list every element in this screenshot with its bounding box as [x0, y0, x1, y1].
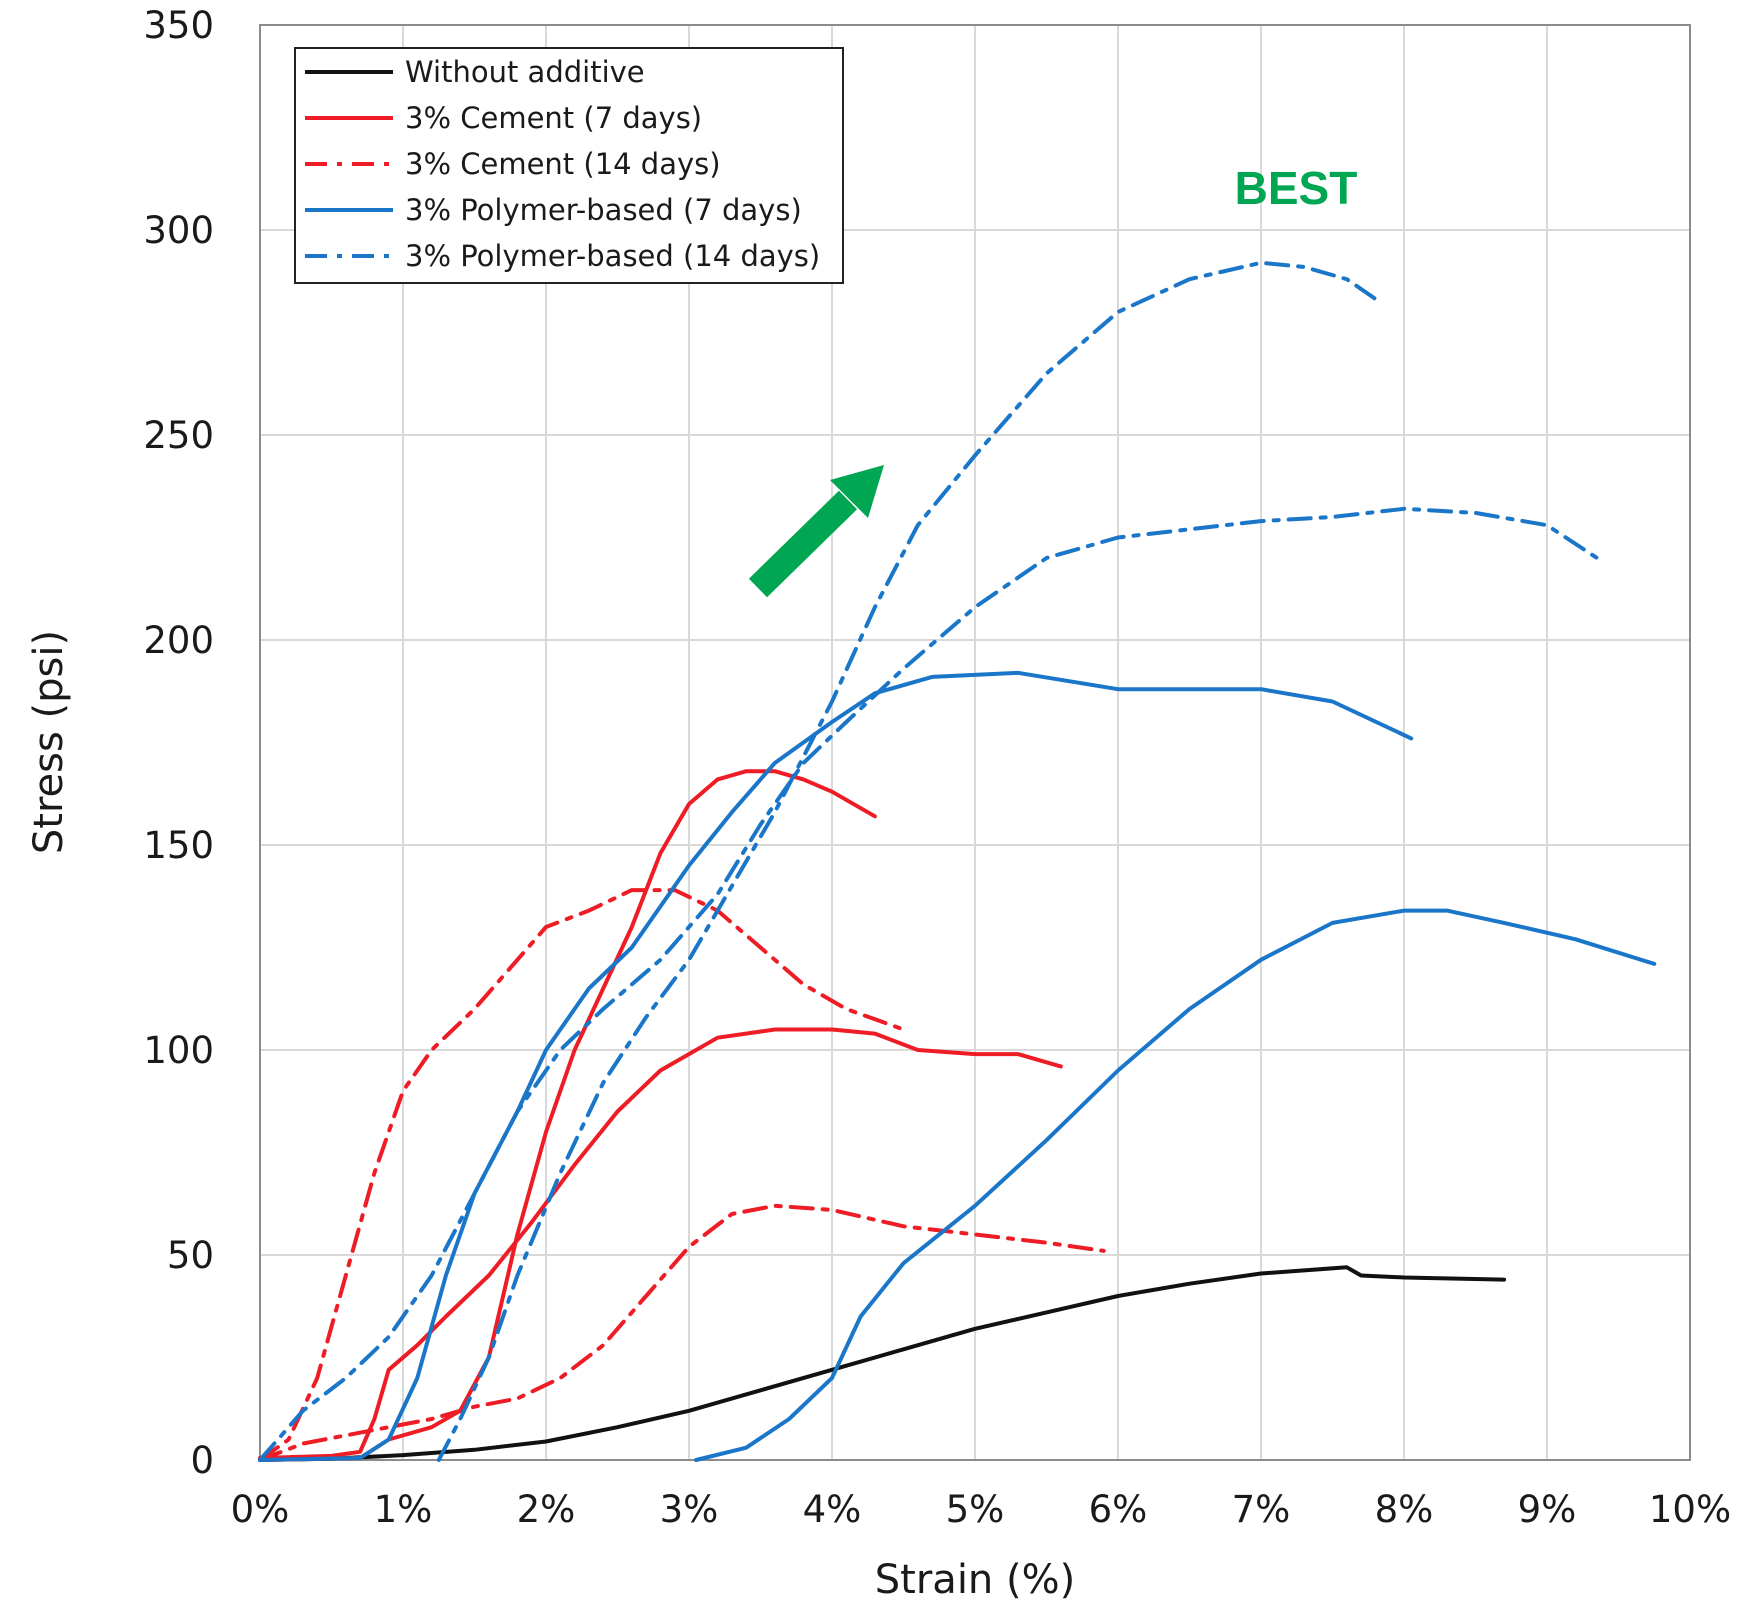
y-tick-label: 0	[190, 1439, 214, 1482]
y-tick-label: 200	[143, 619, 214, 662]
y-tick-label: 50	[167, 1234, 214, 1277]
x-tick-label: 6%	[1089, 1488, 1148, 1531]
y-tick-label: 300	[143, 209, 214, 252]
legend-entry-label: 3% Polymer-based (14 days)	[405, 239, 820, 273]
y-tick-label: 150	[143, 824, 214, 867]
series-line-8	[258, 506, 1599, 1462]
series-lines	[258, 260, 1657, 1462]
y-axis-title: Stress (psi)	[26, 630, 72, 854]
y-axis-ticks: 0 50 100 150 200 250 300 350	[143, 4, 214, 1482]
series-line-4	[258, 888, 906, 1462]
plot-area-frame	[259, 24, 1691, 1461]
legend: Without additive 3% Cement (7 days) 3% Cem…	[294, 47, 844, 284]
arrow-head	[830, 465, 884, 518]
x-tick-label: 7%	[1232, 1488, 1291, 1531]
legend-entry-label: 3% Polymer-based (7 days)	[405, 193, 802, 227]
y-tick-label: 250	[143, 414, 214, 457]
series-line-2	[258, 1027, 1063, 1460]
trend-arrow-icon	[748, 465, 884, 598]
series-line-9	[436, 260, 1385, 1462]
y-tick-label: 350	[143, 4, 214, 47]
x-tick-label: 5%	[946, 1488, 1005, 1531]
best-annotation: BEST	[1235, 162, 1358, 214]
x-tick-label: 3%	[660, 1488, 719, 1531]
x-tick-label: 1%	[374, 1488, 433, 1531]
x-tick-label: 8%	[1375, 1488, 1434, 1531]
x-tick-label: 4%	[803, 1488, 862, 1531]
legend-entry-label: Without additive	[405, 55, 645, 89]
grid-lines	[260, 25, 1690, 1460]
legend-entry-label: 3% Cement (7 days)	[405, 101, 702, 135]
series-line-1	[258, 1265, 1507, 1462]
x-tick-label: 2%	[517, 1488, 576, 1531]
y-tick-label: 100	[143, 1029, 214, 1072]
x-tick-label: 10%	[1649, 1488, 1731, 1531]
legend-entry-label: 3% Cement (14 days)	[405, 147, 721, 181]
series-line-7	[694, 908, 1657, 1462]
x-tick-label: 0%	[231, 1488, 290, 1531]
series-line-3	[258, 769, 877, 1462]
x-axis-ticks: 0% 1% 2% 3% 4% 5% 6% 7% 8% 9% 10%	[231, 1488, 1731, 1531]
series-line-5	[258, 1203, 1106, 1462]
x-axis-title: Strain (%)	[875, 1557, 1075, 1603]
series-line-6	[258, 670, 1414, 1462]
arrow-shaft	[748, 490, 858, 598]
x-tick-label: 9%	[1518, 1488, 1577, 1531]
